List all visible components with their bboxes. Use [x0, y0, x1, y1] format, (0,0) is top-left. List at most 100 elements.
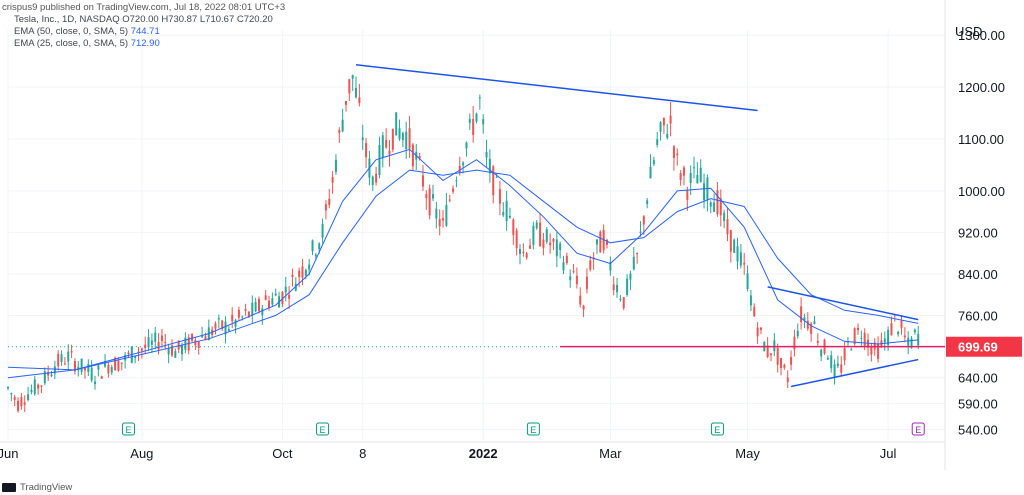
candle-body: [281, 291, 284, 304]
candle-body: [63, 363, 66, 365]
candle-body: [435, 208, 438, 219]
candle-body: [170, 345, 173, 356]
candle-body: [803, 317, 806, 321]
candle-body: [565, 255, 568, 264]
ema25-legend: EMA (25, close, 0, SMA, 5) 712.90: [14, 38, 160, 49]
candle-body: [328, 198, 331, 205]
candle-body: [525, 253, 528, 258]
candle-body: [756, 327, 759, 337]
candle-body: [662, 117, 665, 126]
candle-body: [569, 276, 572, 281]
earnings-marker: [121, 422, 135, 436]
ema50-value: 744.71: [130, 26, 160, 37]
candle-body: [535, 222, 538, 229]
candle-body: [50, 374, 53, 377]
candle-body: [144, 344, 147, 348]
candle-body: [609, 262, 612, 271]
candle-body: [421, 175, 424, 187]
candle-body: [157, 341, 160, 350]
candle-body: [224, 321, 227, 335]
candle-body: [917, 333, 920, 346]
candle-body: [6, 387, 10, 389]
candle-body: [833, 364, 836, 379]
footer-brand: TradingView: [2, 482, 72, 493]
candle-body: [853, 328, 856, 344]
candle-body: [669, 115, 672, 124]
publisher-line: crispus9 published on TradingView.com, J…: [2, 2, 286, 13]
y-tick-label: 640.00: [958, 371, 998, 386]
candle-body: [903, 335, 906, 338]
candle-body: [160, 335, 163, 342]
candle-body: [897, 331, 900, 335]
candle-body: [375, 173, 378, 183]
candle-body: [378, 145, 381, 176]
candle-body: [385, 139, 388, 148]
candle-body: [33, 379, 36, 395]
x-tick-label: Jul: [880, 446, 897, 461]
brand-name: TradingView: [20, 482, 73, 493]
earnings-marker-label: E: [714, 425, 720, 435]
tradingview-logo-icon: [2, 483, 16, 492]
candle-body: [793, 336, 796, 350]
candle-body: [545, 229, 548, 243]
candle-body: [676, 153, 679, 156]
candle-body: [806, 320, 809, 329]
candle-body: [502, 212, 505, 216]
candle-body: [94, 381, 97, 385]
candle-body: [167, 347, 170, 355]
candle-body: [37, 384, 40, 389]
candle-body: [214, 323, 217, 329]
candle-body: [124, 354, 127, 361]
candle-body: [455, 180, 458, 182]
candle-body: [860, 337, 863, 339]
candle-body: [134, 355, 137, 359]
candle-body: [465, 142, 468, 149]
candle-body: [234, 320, 237, 327]
x-tick-label: 8: [359, 446, 366, 461]
candle-body: [83, 367, 86, 371]
candle-body: [308, 264, 311, 270]
candle-body: [388, 150, 391, 155]
ema50-line: [7, 169, 919, 371]
candle-body: [813, 321, 816, 324]
candle-body: [462, 162, 465, 166]
candle-body: [773, 340, 776, 352]
y-tick-label: 1200.00: [958, 80, 1005, 95]
candle-body: [579, 295, 582, 305]
candle-body: [314, 254, 317, 257]
ohlc-low: L710.67: [199, 14, 235, 25]
candle-body: [907, 337, 910, 346]
candle-body: [227, 328, 230, 331]
currency-label: USD: [955, 24, 983, 39]
candle-body: [562, 262, 565, 271]
candle-body: [595, 239, 598, 245]
candle-body: [191, 333, 194, 341]
candle-body: [766, 345, 769, 357]
candle-body: [709, 202, 712, 207]
candle-body: [358, 97, 361, 104]
candle-body: [30, 389, 33, 393]
x-tick-label: 2022: [469, 446, 498, 461]
candle-body: [351, 74, 354, 79]
last-price-label: 699.69: [958, 340, 998, 355]
candle-body: [796, 330, 799, 337]
candle-body: [887, 329, 890, 345]
candle-body: [271, 298, 274, 305]
candle-body: [80, 358, 83, 372]
candle-body: [107, 364, 110, 374]
candle-body: [174, 351, 177, 358]
candle-body: [164, 341, 167, 344]
candle-body: [856, 327, 859, 331]
earnings-marker-label: E: [320, 425, 326, 435]
candle-body: [425, 194, 428, 199]
x-tick-label: May: [735, 446, 760, 461]
candle-body: [850, 349, 853, 351]
candle-body: [150, 340, 153, 345]
candle-body: [659, 122, 662, 132]
candle-body: [672, 146, 675, 158]
candle-body: [542, 239, 545, 248]
candle-body: [147, 337, 150, 348]
candle-body: [110, 366, 113, 373]
candle-body: [53, 366, 56, 374]
